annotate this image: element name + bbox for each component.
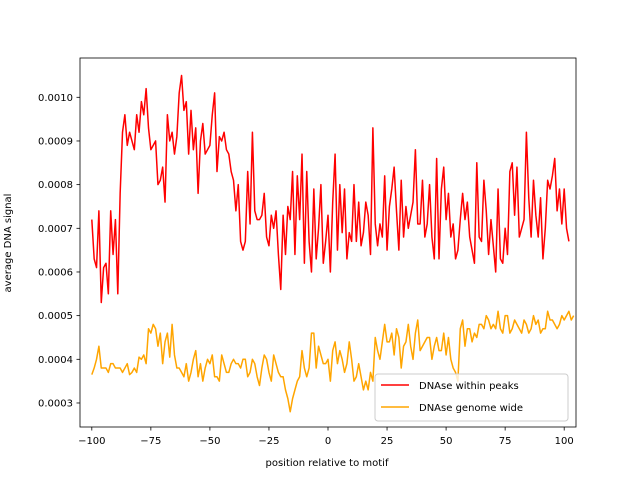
y-axis-label: average DNA signal bbox=[3, 194, 14, 293]
y-tick-label: 0.0007 bbox=[38, 224, 73, 235]
legend-box bbox=[374, 373, 569, 422]
y-tick-label: 0.0008 bbox=[38, 180, 73, 191]
x-tick-label: 0 bbox=[325, 436, 331, 447]
x-tick-label: −100 bbox=[78, 436, 105, 447]
x-tick-label: −75 bbox=[140, 436, 161, 447]
x-tick-label: 75 bbox=[499, 436, 512, 447]
y-tick-label: 0.0005 bbox=[38, 311, 73, 322]
x-tick-label: −50 bbox=[199, 436, 220, 447]
x-tick-label: 25 bbox=[381, 436, 394, 447]
y-tick-label: 0.0006 bbox=[38, 267, 73, 278]
legend: DNAse within peaks DNAse genome wide bbox=[374, 373, 569, 422]
plot-frame bbox=[79, 57, 577, 428]
x-axis-label: position relative to motif bbox=[266, 458, 389, 469]
x-tick-label: −25 bbox=[258, 436, 279, 447]
legend-label-series-1: DNAse genome wide bbox=[419, 403, 523, 414]
x-tick-label: 50 bbox=[440, 436, 453, 447]
y-tick-label: 0.0009 bbox=[38, 136, 73, 147]
legend-label-series-0: DNAse within peaks bbox=[419, 381, 519, 392]
y-tick-label: 0.0004 bbox=[38, 355, 73, 366]
x-tick-label: 100 bbox=[555, 436, 574, 447]
series-layer bbox=[91, 74, 575, 413]
y-tick-label: 0.0010 bbox=[38, 93, 73, 104]
y-tick-label: 0.0003 bbox=[38, 398, 73, 409]
series-line-0 bbox=[91, 74, 570, 304]
series-line-1 bbox=[91, 310, 575, 413]
axes-layer: −100 −75 −50 −25 0 25 50 75 100 0.0003 0.0004 0.000… bbox=[38, 57, 577, 447]
